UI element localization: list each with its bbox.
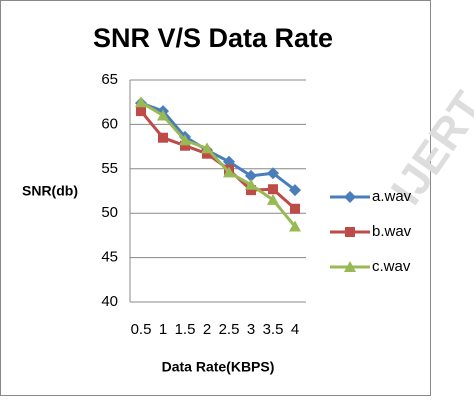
data-point [245, 178, 257, 190]
legend-label: b.wav [372, 223, 412, 240]
data-point [289, 184, 301, 197]
y-axis-label: SNR(db) [22, 183, 78, 199]
legend-marker [344, 191, 356, 203]
chart-title: SNR V/S Data Rate [93, 23, 333, 53]
data-point [267, 167, 279, 180]
data-point [246, 185, 256, 196]
x-axis-label: Data Rate(KBPS) [162, 359, 275, 375]
x-tick-label: 0.5 [131, 321, 152, 338]
data-point [201, 142, 213, 154]
y-tick-label: 65 [101, 71, 118, 88]
data-point [290, 203, 300, 214]
data-point [136, 106, 146, 117]
data-point [158, 132, 168, 143]
y-tick-label: 50 [101, 204, 118, 221]
data-point [135, 96, 147, 108]
y-tick-label: 60 [101, 115, 118, 132]
y-tick-label: 45 [101, 249, 118, 266]
x-tick-label: 3.5 [263, 321, 284, 338]
x-tick-label: 3 [247, 321, 255, 338]
data-point [267, 193, 279, 205]
y-tick-label: 55 [101, 160, 118, 177]
data-point [223, 166, 235, 178]
x-tick-label: 1.5 [175, 321, 196, 338]
data-point [157, 109, 169, 121]
data-point [202, 148, 212, 159]
x-tick-label: 2.5 [219, 321, 240, 338]
data-point [180, 140, 190, 151]
legend-marker [344, 261, 356, 272]
x-tick-label: 4 [291, 321, 299, 338]
legend-label: c.wav [372, 258, 411, 275]
data-point [289, 220, 301, 232]
legend-label: a.wav [372, 188, 412, 205]
x-tick-label: 2 [203, 321, 211, 338]
data-point [268, 184, 278, 195]
x-tick-label: 1 [159, 321, 167, 338]
legend-marker [345, 227, 355, 237]
y-tick-label: 40 [101, 293, 118, 310]
data-point [179, 134, 191, 146]
data-point [245, 169, 257, 182]
